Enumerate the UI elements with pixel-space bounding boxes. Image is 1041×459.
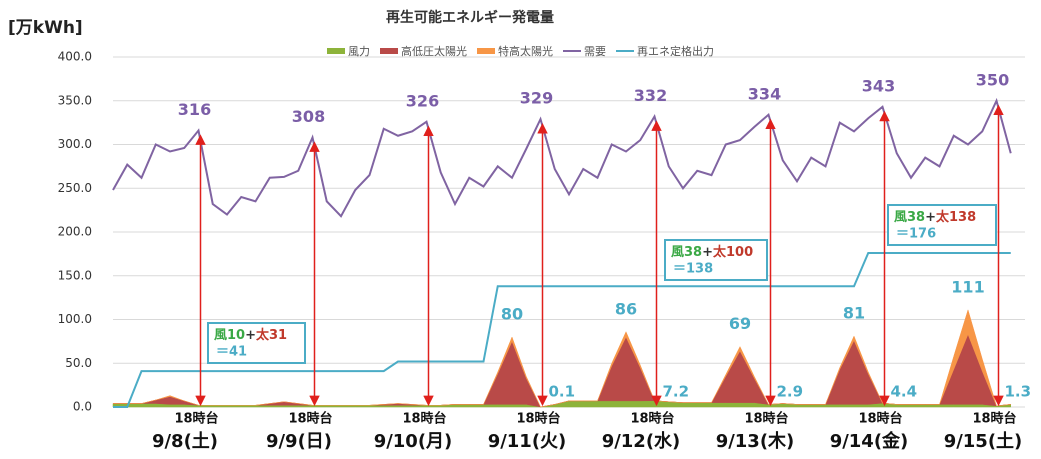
y-tick-label: 350.0	[58, 93, 92, 107]
solar-peak-label: 86	[615, 299, 637, 318]
x-tick-label: 18時台	[516, 411, 560, 427]
evening-label: 7.2	[663, 383, 690, 401]
line	[113, 252, 1011, 408]
day-label: 9/14(金)	[830, 430, 909, 452]
peak-label: 329	[520, 89, 553, 108]
day-label: 9/15(土)	[944, 431, 1023, 452]
annotation-part: 太31	[255, 327, 287, 343]
peak-label: 334	[748, 84, 781, 103]
y-tick-label: 300.0	[58, 137, 92, 151]
y-tick-label: 100.0	[58, 312, 92, 326]
x-tick-label: 18時台	[174, 411, 218, 427]
legend-label: 高低圧太陽光	[401, 44, 467, 58]
y-tick-label: 250.0	[58, 181, 92, 195]
y-unit-label: [万kWh]	[8, 18, 83, 38]
line	[112, 97, 1012, 218]
evening-label: 1.3	[1005, 383, 1032, 401]
annotation-part: 太100	[712, 244, 753, 260]
legend-label: 需要	[584, 45, 606, 58]
chart-title: 再生可能エネルギー発電量	[386, 9, 554, 26]
y-tick-label: 150.0	[58, 268, 92, 282]
x-tick-label: 18時台	[288, 411, 332, 427]
y-tick-label: 0.0	[73, 400, 92, 414]
peak-label: 332	[634, 86, 667, 105]
solar-peak-label: 80	[501, 305, 523, 324]
day-label: 9/8(土)	[152, 431, 218, 452]
annotation-total: ＝41	[216, 345, 247, 360]
day-label: 9/9(日)	[266, 431, 332, 452]
peak-label: 350	[976, 70, 1009, 89]
x-tick-label: 18時台	[972, 411, 1016, 427]
annotation-total: ＝138	[673, 262, 713, 277]
legend-swatch	[327, 48, 345, 54]
day-label: 9/12(水)	[602, 430, 681, 452]
annotation-part: 風38	[894, 210, 925, 225]
annotation-line: 風10+太31	[214, 327, 287, 343]
annotation-part: +	[925, 210, 936, 225]
annotation-part: 風38	[671, 245, 702, 260]
annotation-part: +	[245, 328, 256, 343]
legend-label: 特高太陽光	[498, 44, 553, 58]
y-tick-label: 200.0	[58, 225, 92, 239]
y-tick-label: 50.0	[65, 356, 92, 370]
legend-swatch	[477, 48, 495, 54]
day-label: 9/13(木)	[716, 430, 795, 452]
evening-label: 4.4	[891, 383, 918, 401]
x-tick-label: 18時台	[858, 411, 902, 427]
evening-label: 2.9	[777, 383, 804, 401]
legend-swatch	[380, 48, 398, 54]
day-label: 9/11(火)	[488, 431, 567, 452]
x-tick-label: 18時台	[630, 411, 674, 427]
peak-label: 308	[292, 107, 325, 126]
solar-peak-label: 81	[843, 304, 865, 323]
y-tick-label: 400.0	[58, 50, 92, 64]
solar-peak-label: 111	[951, 277, 984, 296]
annotation-total: ＝176	[896, 227, 936, 242]
annotation-part: 風10	[214, 328, 245, 343]
evening-label: 0.1	[549, 383, 576, 401]
annotation-box	[207, 322, 306, 364]
peak-label: 326	[406, 91, 439, 110]
day-label: 9/10(月)	[374, 431, 453, 452]
annotation-line: 風38+太100	[671, 244, 753, 260]
x-tick-label: 18時台	[744, 411, 788, 427]
peak-label: 343	[862, 76, 895, 95]
area	[113, 309, 1011, 408]
peak-label: 316	[178, 100, 211, 119]
legend-label: 風力	[348, 45, 370, 58]
x-tick-label: 18時台	[402, 411, 446, 427]
annotation-part: 太138	[935, 209, 976, 225]
annotation-part: +	[702, 245, 713, 260]
solar-peak-label: 69	[729, 314, 751, 333]
legend-label: 再エネ定格出力	[637, 44, 714, 58]
annotation-box	[887, 204, 997, 246]
annotation-line: 風38+太138	[894, 209, 976, 225]
annotation-box	[664, 239, 768, 281]
